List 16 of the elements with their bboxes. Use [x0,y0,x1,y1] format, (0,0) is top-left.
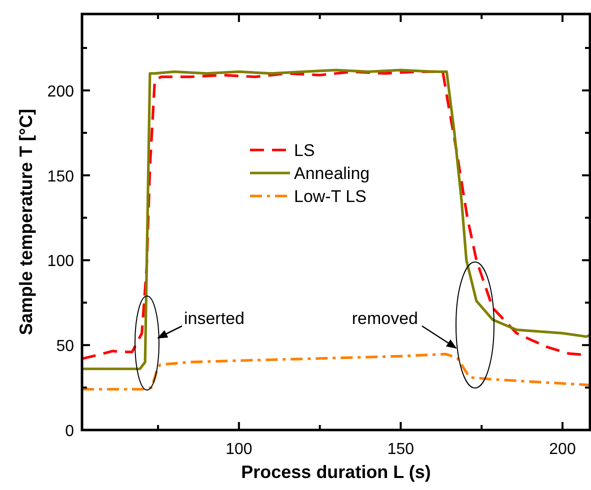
x-tick-label: 200 [549,441,576,458]
annotation: removed [352,309,418,328]
y-tick-label: 50 [56,338,74,356]
line-series [82,352,590,391]
x-tick-label: 150 [387,441,414,458]
y-tick-label: 150 [47,168,74,186]
x-axis-title: Process duration L (s) [241,462,431,482]
x-tick-label: 100 [226,441,252,458]
annotation: inserted [184,309,244,328]
y-tick-label: 0 [65,423,74,440]
legend-label: LS [294,141,315,160]
y-axis-title: Sample temperature T [°C] [16,108,36,336]
y-tick-label: 100 [47,253,74,270]
legend-label: Annealing [294,164,370,183]
y-tick-label: 200 [47,83,74,100]
legend-label: Low-T LS [294,187,366,206]
